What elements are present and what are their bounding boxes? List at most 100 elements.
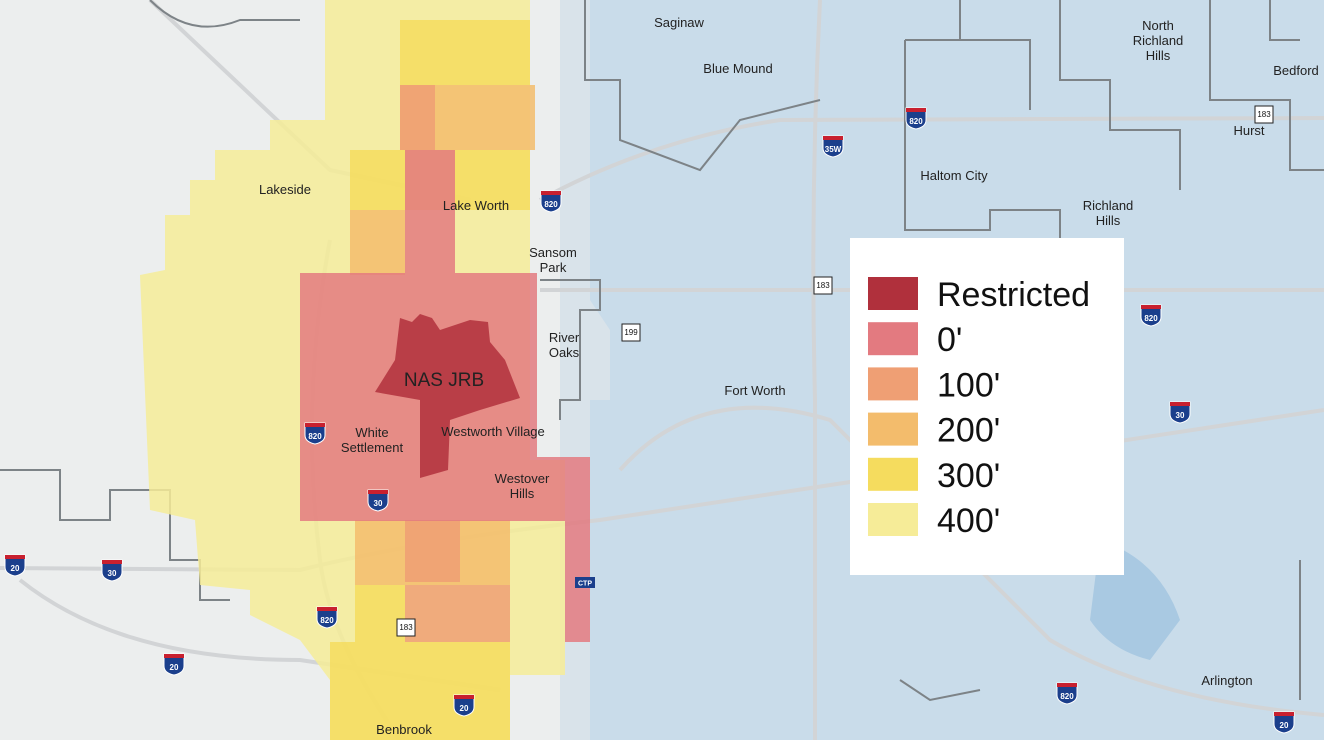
interstate-shield	[367, 489, 389, 512]
interstate-shield-top	[368, 490, 388, 494]
interstate-label: 35W	[825, 145, 842, 154]
interstate-label: 20	[460, 704, 469, 713]
place-label: Hurst	[1233, 123, 1264, 138]
interstate-shield-top	[5, 555, 25, 559]
interstate-label: 30	[108, 569, 117, 578]
state-route-shield	[621, 323, 641, 342]
interstate-shield	[4, 554, 26, 577]
legend-swatch	[868, 412, 918, 446]
legend-label: Restricted	[937, 276, 1090, 314]
legend-label: 400'	[937, 502, 1000, 540]
place-label: Bedford	[1273, 63, 1319, 78]
state-route-label: 183	[816, 281, 830, 290]
toll-shield-label: CTP	[578, 581, 592, 588]
interstate-shield-top	[1141, 305, 1161, 309]
legend-swatch	[868, 367, 918, 401]
interstate-shield	[1056, 682, 1078, 705]
state-route-label: 199	[624, 328, 638, 337]
legend-swatch	[868, 277, 918, 310]
place-label: Haltom City	[920, 168, 988, 183]
interstate-shield-top	[305, 423, 325, 427]
legend-label: 0'	[937, 321, 962, 359]
toll-shield-body	[575, 577, 595, 588]
place-label: Settlement	[341, 440, 404, 455]
place-label: North	[1142, 18, 1174, 33]
state-route-label: 183	[1257, 110, 1271, 119]
interstate-shield	[905, 107, 927, 130]
interstate-shield	[304, 422, 326, 445]
interstate-shield-top	[1057, 683, 1077, 687]
interstate-label: 820	[1144, 314, 1158, 323]
place-label: Lakeside	[259, 182, 311, 197]
interstate-shield	[101, 559, 123, 582]
interstate-label: 20	[170, 663, 179, 672]
interstate-label: 30	[374, 499, 383, 508]
interstate-shield-top	[906, 108, 926, 112]
legend-label: 200'	[937, 412, 1000, 450]
interstate-label: 30	[1176, 411, 1185, 420]
state-route-shield	[396, 618, 416, 637]
interstate-shield	[316, 606, 338, 629]
toll-shield: CTP	[575, 577, 595, 588]
legend-label: 100'	[937, 366, 1000, 404]
interstate-shield-top	[1274, 712, 1294, 716]
place-label: Westover	[495, 471, 550, 486]
height-zones	[140, 0, 590, 740]
interstate-label: 20	[11, 564, 20, 573]
interstate-shield	[822, 135, 844, 158]
place-label: White	[355, 425, 388, 440]
interstate-shield-top	[823, 136, 843, 140]
place-label: Hills	[1146, 48, 1171, 63]
legend-swatch	[868, 457, 918, 491]
restricted-zone	[375, 314, 520, 478]
zone-100ft	[405, 520, 460, 582]
zone-100ft	[405, 585, 510, 642]
place-label: Park	[540, 260, 567, 275]
place-label: Oaks	[549, 345, 580, 360]
place-label: Arlington	[1201, 673, 1252, 688]
interstate-label: 20	[1280, 721, 1289, 730]
interstate-label: 820	[308, 432, 322, 441]
interstate-shield-top	[102, 560, 122, 564]
interstate-label: 820	[544, 200, 558, 209]
restricted-label: NAS JRB	[404, 370, 484, 391]
place-label: Saginaw	[654, 15, 704, 30]
highway-shields: 820 35W 820 820 30 20 30 820 20 20 820 20 820 30 183 18…	[4, 105, 1295, 734]
interstate-label: 820	[1060, 692, 1074, 701]
interstate-shield	[453, 694, 475, 717]
interstate-shield-top	[541, 191, 561, 195]
interstate-shield	[540, 190, 562, 213]
place-label: Benbrook	[376, 722, 432, 737]
interstate-shield-top	[1170, 402, 1190, 406]
place-label: River	[549, 330, 580, 345]
state-route-shield	[1254, 105, 1274, 124]
legend-swatch	[868, 503, 918, 536]
interstate-label: 820	[909, 117, 923, 126]
place-label: Sansom	[529, 245, 577, 260]
interstate-shield-top	[454, 695, 474, 699]
place-label: Richland	[1133, 33, 1184, 48]
legend-swatch	[868, 322, 918, 356]
interstate-shield	[1140, 304, 1162, 327]
interstate-shield-top	[317, 607, 337, 611]
place-label: Westworth Village	[441, 424, 545, 439]
legend: Restricted 0' 100' 200' 300' 400'	[850, 238, 1124, 575]
zone-200ft	[350, 210, 405, 275]
place-label: Richland	[1083, 198, 1134, 213]
state-route-shield	[813, 276, 833, 295]
place-label: Blue Mound	[703, 61, 772, 76]
interstate-label: 820	[320, 616, 334, 625]
place-label: Hills	[510, 486, 535, 501]
place-label: Fort Worth	[724, 383, 785, 398]
zone-300ft	[330, 642, 510, 740]
interstate-shield	[163, 653, 185, 676]
place-label: Lake Worth	[443, 198, 509, 213]
interstate-shield-top	[164, 654, 184, 658]
interstate-shield	[1273, 711, 1295, 734]
zone-300ft	[400, 20, 530, 85]
zone-100ft	[400, 85, 435, 150]
boundaries	[0, 0, 1324, 702]
state-route-label: 183	[399, 623, 413, 632]
